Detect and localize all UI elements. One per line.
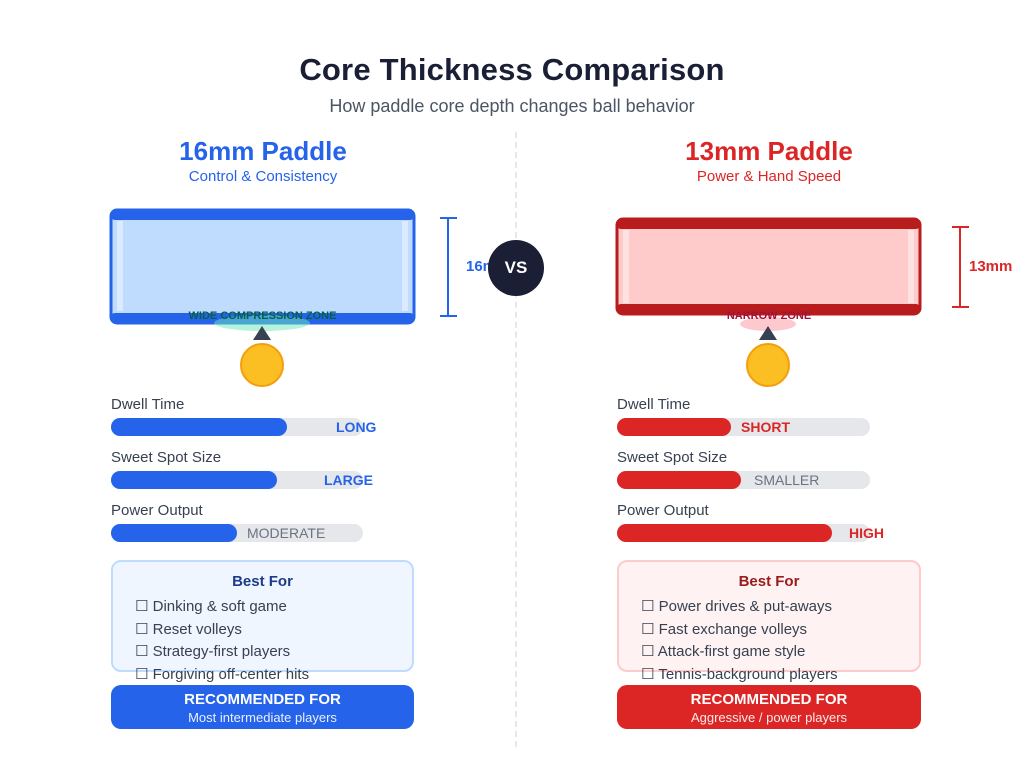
right-pointer-triangle-icon: [759, 326, 777, 340]
left-metric-value: LARGE: [324, 472, 373, 488]
left-metric-label: Power Output: [111, 502, 203, 519]
checkbox-icon: ☐: [135, 621, 153, 638]
right-metric-fill: [617, 471, 741, 489]
right-recommended-title: RECOMMENDED FOR: [690, 691, 848, 708]
checkbox-icon: ☐: [135, 643, 153, 660]
left-paddle-top-face: [111, 210, 414, 220]
center-divider: [515, 132, 517, 747]
right-best-for-item: ☐ Tennis-background players: [641, 666, 838, 683]
left-metric-value: MODERATE: [247, 525, 326, 541]
left-paddle-core: [109, 208, 416, 325]
right-metric-track: [617, 471, 870, 489]
right-paddle-diagram: [615, 217, 969, 387]
right-metric-label: Dwell Time: [617, 396, 691, 413]
right-ball-icon: [746, 343, 790, 387]
page-title: Core Thickness Comparison: [299, 52, 725, 87]
checkbox-icon: ☐: [135, 666, 153, 683]
right-panel-subtitle: Power & Hand Speed: [696, 168, 842, 185]
right-metric-value: SHORT: [741, 419, 790, 435]
left-panel-subtitle: Control & Consistency: [188, 168, 338, 185]
left-recommended-subtitle: Most intermediate players: [188, 710, 337, 725]
right-metric-label: Sweet Spot Size: [617, 449, 728, 466]
left-metric-track: [111, 524, 363, 542]
left-best-for-item: ☐ Forgiving off-center hits: [135, 666, 310, 683]
checkbox-icon: ☐: [641, 643, 658, 660]
left-compression-zone: [214, 315, 310, 331]
left-best-for-item: ☐ Strategy-first players: [135, 643, 291, 660]
left-metric-track: [111, 418, 363, 436]
right-recommended-banner: RECOMMENDED FOR Aggressive / power playe…: [617, 685, 921, 729]
left-metric-value: LONG: [336, 419, 377, 435]
left-pointer-triangle-icon: [253, 326, 271, 340]
right-zone-label: NARROW ZONE: [726, 310, 812, 322]
right-paddle-core: [615, 217, 922, 316]
checkbox-icon: ☐: [641, 666, 659, 683]
checkbox-icon: ☐: [641, 621, 659, 638]
page-subtitle: How paddle core depth changes ball behav…: [329, 96, 695, 116]
right-paddle-top-face: [617, 219, 920, 229]
left-metric-fill: [111, 418, 288, 436]
right-metric-value: HIGH: [849, 525, 884, 541]
right-panel-title: 13mm Paddle: [685, 136, 853, 166]
left-best-for-item: ☐ Dinking & soft game: [135, 598, 287, 615]
right-metric-fill: [617, 524, 833, 542]
right-metric-fill: [617, 418, 731, 436]
right-paddle-bottom-face: [617, 304, 920, 314]
right-best-for-title: Best For: [738, 573, 800, 590]
right-measure-label: 13mm: [969, 258, 1013, 275]
left-metric-fill: [111, 471, 278, 489]
right-best-for-item: ☐ Power drives & put-aways: [641, 598, 833, 615]
left-metric-label: Sweet Spot Size: [111, 449, 222, 466]
right-best-for-item: ☐ Attack-first game style: [641, 643, 806, 660]
left-zone-label: WIDE COMPRESSION ZONE: [188, 310, 337, 322]
left-best-for-item: ☐ Reset volleys: [135, 621, 242, 638]
right-recommended-subtitle: Aggressive / power players: [690, 710, 848, 725]
left-best-for-title: Best For: [232, 573, 293, 590]
right-best-for-item: ☐ Fast exchange volleys: [641, 621, 808, 638]
right-metric-track: [617, 418, 870, 436]
left-best-for-box: Best For ☐ Dinking & soft game ☐ Reset v…: [111, 560, 414, 683]
right-metric-value: SMALLER: [754, 472, 820, 488]
vs-badge: VS: [488, 240, 544, 296]
left-recommended-title: RECOMMENDED FOR: [184, 691, 341, 708]
right-best-for-box: Best For ☐ Power drives & put-aways ☐ Fa…: [617, 560, 921, 683]
left-ball-icon: [240, 343, 284, 387]
checkbox-icon: ☐: [641, 598, 659, 615]
right-compression-zone: [740, 317, 796, 331]
left-metric-fill: [111, 524, 237, 542]
left-metric-label: Dwell Time: [111, 396, 185, 413]
left-recommended-banner: RECOMMENDED FOR Most intermediate player…: [111, 685, 414, 729]
checkbox-icon: ☐: [135, 598, 153, 615]
right-metric-label: Power Output: [617, 502, 709, 519]
left-panel-title: 16mm Paddle: [179, 136, 347, 166]
left-metric-track: [111, 471, 363, 489]
right-metric-track: [617, 524, 870, 542]
left-paddle-diagram: [109, 208, 457, 387]
